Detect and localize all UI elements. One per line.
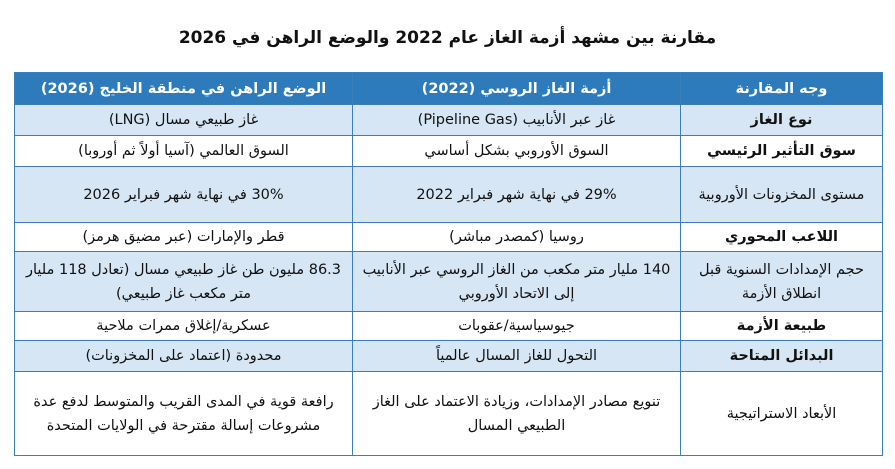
table-cell: 86.3 مليون طن غاز طبيعي مسال (تعادل 118 … (14, 251, 353, 312)
table-row: طبيعة الأزمة جيوسياسية/عقوبات عسكرية/إغلاق… (14, 311, 883, 341)
table-cell: روسيا (كمصدر مباشر) (352, 222, 681, 252)
table-row: سوق التأثير الرئيسي السوق الأوروبي بشكل أ… (14, 135, 883, 167)
table-cell: التحول للغاز المسال عالمياً (352, 340, 681, 372)
table-cell: قطر والإمارات (عبر مضيق هرمز) (14, 222, 353, 252)
comparison-table: وجه المقارنة أزمة الغاز الروسي (2022) الوض… (14, 72, 883, 456)
row-label: حجم الإمدادات السنوية قبل انطلاق الأزمة (680, 251, 883, 312)
row-label: الأبعاد الاستراتيجية (680, 371, 883, 456)
table-cell: السوق الأوروبي بشكل أساسي (352, 135, 681, 167)
table-cell: تنويع مصادر الإمدادات، وزيادة الاعتماد ع… (352, 371, 681, 456)
table-cell: رافعة قوية في المدى القريب والمتوسط لدفع… (14, 371, 353, 456)
row-label: مستوى المخزونات الأوروبية (680, 166, 883, 223)
table-cell: 29% في نهاية شهر فبراير 2022 (352, 166, 681, 223)
row-label: نوع الغاز (680, 104, 883, 136)
table-cell: عسكرية/إغلاق ممرات ملاحية (14, 311, 353, 341)
table-title: مقارنة بين مشهد أزمة الغاز عام 2022 والو… (178, 28, 717, 48)
table-cell: غاز عبر الأنابيب (Pipeline Gas) (352, 104, 681, 136)
table-cell: جيوسياسية/عقوبات (352, 311, 681, 341)
table-cell: 30% في نهاية شهر فبراير 2026 (14, 166, 353, 223)
table-cell: 140 مليار متر مكعب من الغاز الروسي عبر ا… (352, 251, 681, 312)
header-cell: أزمة الغاز الروسي (2022) (352, 72, 681, 105)
table-row: الأبعاد الاستراتيجية تنويع مصادر الإمدادا… (14, 371, 883, 456)
header-cell: وجه المقارنة (680, 72, 883, 105)
table-row: البدائل المتاحة التحول للغاز المسال عالمي… (14, 340, 883, 372)
table-row: حجم الإمدادات السنوية قبل انطلاق الأزمة 1… (14, 251, 883, 312)
header-row: وجه المقارنة أزمة الغاز الروسي (2022) الوض… (14, 72, 883, 105)
table-cell: السوق العالمي (آسيا أولاً ثم أوروبا) (14, 135, 353, 167)
table-row: نوع الغاز غاز عبر الأنابيب (Pipeline Gas)… (14, 104, 883, 136)
table-row: اللاعب المحوري روسيا (كمصدر مباشر) قطر وال… (14, 222, 883, 252)
header-cell: الوضع الراهن في منطقة الخليج (2026) (14, 72, 353, 105)
table-cell: محدودة (اعتماد على المخزونات) (14, 340, 353, 372)
row-label: سوق التأثير الرئيسي (680, 135, 883, 167)
row-label: طبيعة الأزمة (680, 311, 883, 341)
table-row: مستوى المخزونات الأوروبية 29% في نهاية شه… (14, 166, 883, 223)
row-label: اللاعب المحوري (680, 222, 883, 252)
row-label: البدائل المتاحة (680, 340, 883, 372)
table-cell: غاز طبيعي مسال (LNG) (14, 104, 353, 136)
